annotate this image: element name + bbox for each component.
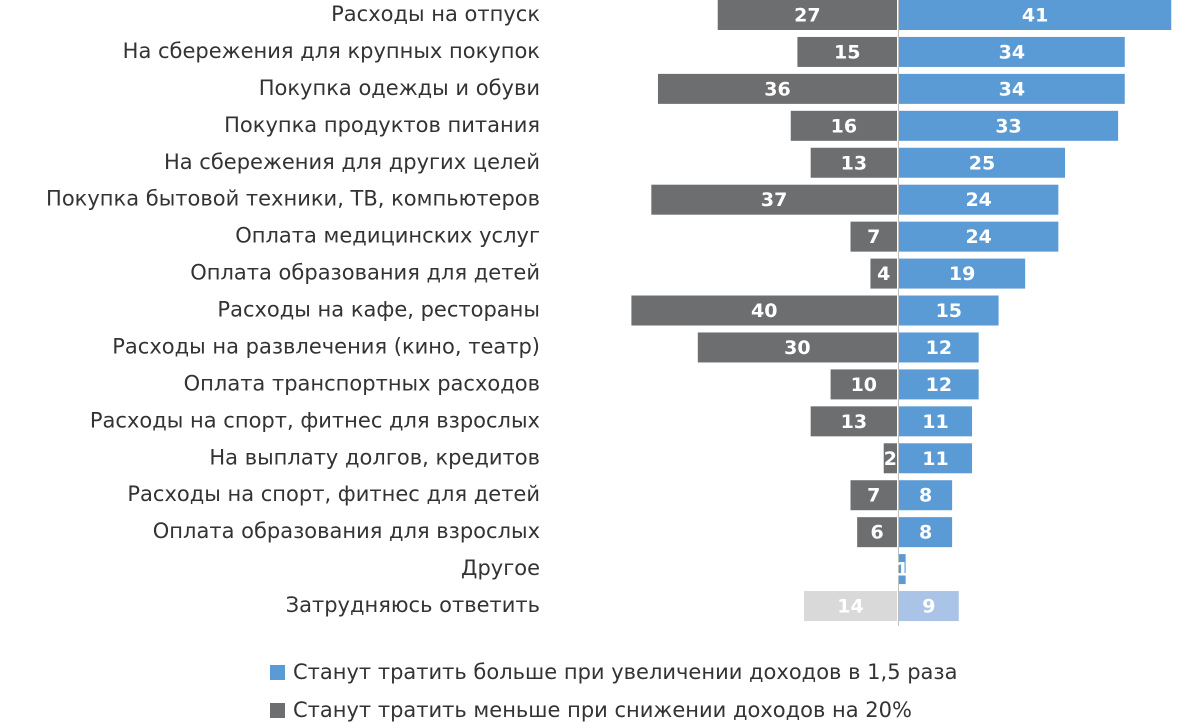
bar <box>899 295 999 326</box>
category-label: Расходы на спорт, фитнес для взрослых <box>90 408 540 432</box>
bar <box>657 73 897 104</box>
category-label: Расходы на спорт, фитнес для детей <box>127 482 540 506</box>
legend-label: Станут тратить меньше при снижении доход… <box>293 698 912 722</box>
legend-swatch <box>270 703 285 718</box>
bar <box>899 184 1059 215</box>
value-label: 24 <box>965 189 991 211</box>
category-label: Покупка продуктов питания <box>224 113 540 137</box>
bar <box>810 147 897 178</box>
legend-label: Станут тратить больше при увеличении дох… <box>293 660 957 684</box>
bar <box>899 369 979 400</box>
value-label: 2 <box>884 448 897 470</box>
bar <box>899 554 906 585</box>
value-label: 24 <box>965 226 991 248</box>
value-label: 11 <box>922 448 948 470</box>
bar <box>810 406 897 437</box>
value-label: 15 <box>936 300 962 322</box>
value-label: 19 <box>949 263 975 285</box>
value-label: 36 <box>764 78 790 100</box>
value-label: 8 <box>919 522 932 544</box>
value-label: 37 <box>761 189 787 211</box>
bar <box>830 369 897 400</box>
bar <box>899 36 1125 67</box>
category-label: Покупка одежды и обуви <box>259 76 540 100</box>
value-label: 12 <box>926 337 952 359</box>
bar <box>899 221 1059 252</box>
bar <box>899 443 973 474</box>
category-label: Оплата транспортных расходов <box>184 371 540 395</box>
value-label: 16 <box>831 115 857 137</box>
value-label: 10 <box>851 374 877 396</box>
category-label: Расходы на отпуск <box>331 2 540 26</box>
category-label: Оплата образования для взрослых <box>153 519 540 543</box>
value-label: 15 <box>834 41 860 63</box>
bar <box>899 73 1125 104</box>
bar <box>899 147 1065 178</box>
value-label: 1 <box>896 559 909 581</box>
category-label: На выплату долгов, кредитов <box>209 445 540 469</box>
value-label: 34 <box>999 78 1025 100</box>
bar <box>899 591 959 622</box>
value-label: 11 <box>922 411 948 433</box>
value-label: 6 <box>870 522 883 544</box>
bar <box>899 332 979 363</box>
bar <box>899 517 953 548</box>
bar <box>870 258 897 289</box>
bar <box>899 258 1026 289</box>
bar <box>899 0 1172 30</box>
value-label: 40 <box>751 300 777 322</box>
value-label: 7 <box>867 485 880 507</box>
category-label: На сбережения для крупных покупок <box>123 39 540 63</box>
value-label: 25 <box>969 152 995 174</box>
value-label: 34 <box>999 41 1025 63</box>
bar <box>717 0 897 30</box>
bar <box>804 591 897 622</box>
bar <box>899 406 973 437</box>
value-label: 14 <box>837 596 863 618</box>
bar <box>651 184 897 215</box>
value-label: 7 <box>867 226 880 248</box>
value-label: 27 <box>794 5 820 27</box>
value-label: 13 <box>841 411 867 433</box>
category-label: На сбережения для других целей <box>164 150 540 174</box>
bar <box>850 221 897 252</box>
value-label: 9 <box>922 596 935 618</box>
category-label: Оплата медицинских услуг <box>235 224 540 248</box>
category-label: Затрудняюсь ответить <box>286 593 540 617</box>
value-label: 8 <box>919 485 932 507</box>
category-label: Оплата образования для детей <box>190 261 540 285</box>
value-label: 4 <box>877 263 890 285</box>
bar <box>850 480 897 511</box>
bar <box>697 332 897 363</box>
category-label: Другое <box>461 556 540 580</box>
value-label: 30 <box>784 337 810 359</box>
category-label: Покупка бытовой техники, ТВ, компьютеров <box>46 187 540 211</box>
bar <box>857 517 897 548</box>
value-label: 13 <box>841 152 867 174</box>
category-label: Расходы на развлечения (кино, театр) <box>112 334 540 358</box>
bar <box>790 110 897 141</box>
bar <box>797 36 897 67</box>
bar <box>899 110 1119 141</box>
legend-swatch <box>270 665 285 680</box>
value-label: 33 <box>995 115 1021 137</box>
value-label: 41 <box>1022 5 1048 27</box>
bar <box>631 295 897 326</box>
category-label: Расходы на кафе, рестораны <box>217 298 540 322</box>
bar <box>883 443 897 474</box>
bar <box>899 480 953 511</box>
value-label: 12 <box>926 374 952 396</box>
